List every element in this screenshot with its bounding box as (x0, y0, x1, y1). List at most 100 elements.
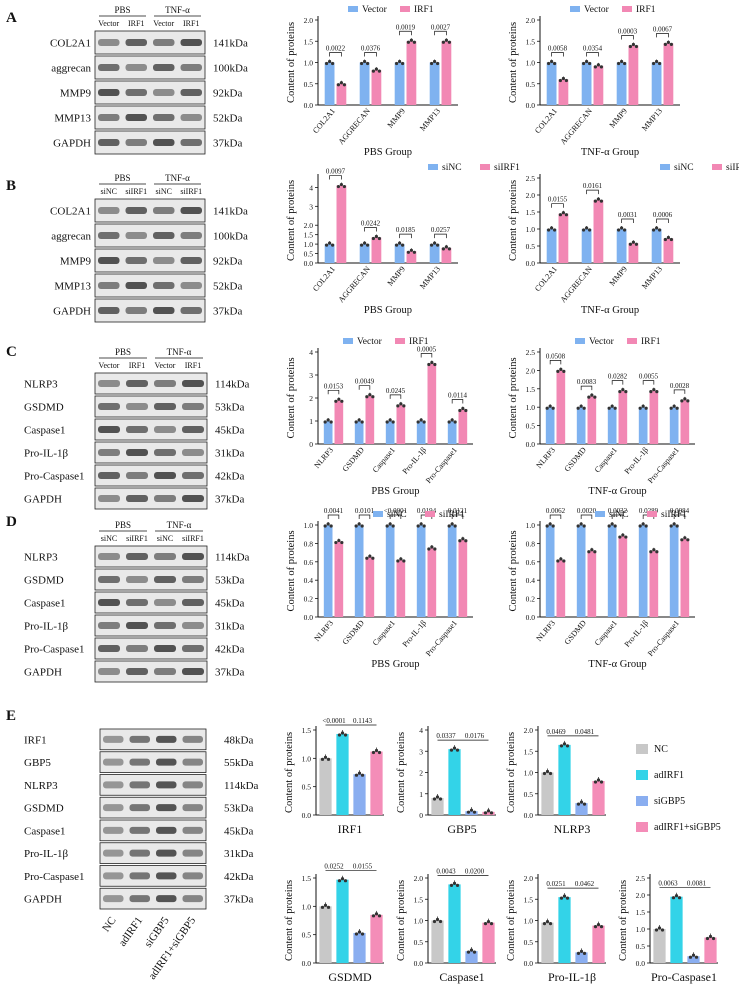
blot-band (154, 599, 176, 606)
data-point (453, 420, 457, 424)
blot-band (182, 735, 203, 743)
data-point (672, 522, 676, 526)
x-tick-label: GSDMD (341, 618, 367, 646)
data-point (638, 524, 642, 528)
bar-siIRF1 (628, 243, 639, 263)
p-value: 0.0185 (396, 226, 416, 234)
legend-swatch (636, 796, 648, 806)
x-axis-label: IRF1 (338, 822, 363, 836)
blot-band (153, 139, 175, 146)
data-point (458, 408, 462, 413)
data-point (354, 420, 358, 424)
data-point (686, 538, 690, 542)
y-axis-label: Content of proteins (396, 880, 407, 961)
x-tick-label: MMP9 (608, 107, 629, 130)
bar-siNC (416, 525, 426, 617)
p-value: 0.0032 (608, 507, 628, 515)
blot-band (154, 668, 176, 675)
data-point (613, 524, 617, 528)
data-point (360, 61, 364, 66)
panel-letter-B: B (6, 178, 16, 194)
data-point (447, 524, 451, 528)
y-tick-label: 0.2 (304, 595, 314, 604)
p-value: 0.0200 (465, 867, 485, 875)
data-point (336, 184, 340, 189)
bar-siGBP5 (353, 932, 366, 963)
data-point (453, 524, 457, 528)
blot-band (98, 599, 120, 606)
panel-letter-C: C (6, 344, 17, 360)
blot-band (98, 622, 120, 629)
data-point (433, 241, 437, 245)
data-point (430, 243, 434, 247)
sig-bracket (656, 218, 669, 223)
bar-IRF1 (334, 400, 344, 444)
data-point (579, 522, 583, 526)
data-point (396, 404, 400, 408)
y-tick-label: 0.5 (302, 783, 312, 792)
bar-IRF1 (427, 363, 437, 444)
data-point (652, 228, 656, 232)
y-tick-label: 3 (309, 202, 313, 211)
data-point (365, 556, 369, 560)
blot-band (154, 576, 176, 583)
legend-label: siNC (442, 163, 462, 173)
data-point (363, 241, 367, 245)
y-axis-label: Content of proteins (286, 180, 297, 261)
blot-band (98, 449, 120, 456)
bar-siNC (616, 229, 627, 263)
sig-bracket (389, 514, 402, 519)
blot-band (182, 826, 203, 834)
y-axis-label: Content of proteins (508, 180, 519, 261)
data-point (680, 538, 684, 542)
data-point (551, 524, 555, 528)
data-point (617, 61, 621, 66)
band-kda: 42kDa (224, 871, 253, 883)
data-point (436, 243, 440, 247)
data-point (652, 548, 656, 552)
data-point (320, 905, 325, 909)
data-point (655, 226, 659, 230)
data-point (641, 404, 645, 408)
blot-band (98, 495, 120, 502)
blot-band (156, 895, 177, 903)
legend-label: siIRF1 (439, 510, 465, 520)
band-kda: 55kDa (224, 757, 253, 769)
bar-IRF1 (441, 41, 452, 105)
y-axis-label: Content of proteins (284, 732, 295, 813)
data-point (641, 522, 645, 526)
data-point (576, 951, 581, 955)
x-axis-label: NLRP3 (554, 822, 591, 836)
blot-band (103, 826, 124, 834)
x-tick-label: MMP9 (386, 107, 407, 130)
band-name: aggrecan (51, 63, 91, 75)
sig-bracket (329, 52, 342, 57)
data-point (447, 40, 451, 44)
data-point (631, 42, 636, 47)
legend-label: siIRF1 (661, 510, 687, 520)
blot-band (154, 495, 176, 502)
data-point (409, 38, 413, 42)
lane-label: adIRF1 (116, 915, 145, 949)
blot-strip (94, 441, 208, 464)
bar-adIRF1 (448, 749, 461, 815)
blot-band (103, 895, 124, 903)
blot-strip (94, 198, 206, 223)
data-point (691, 953, 696, 957)
y-axis-label: Content of proteins (506, 880, 517, 961)
data-point (435, 917, 440, 922)
blot-band (156, 826, 177, 834)
bar-adIRF1 (670, 896, 683, 963)
blot-band (153, 207, 175, 214)
bar-Vector (576, 407, 586, 444)
data-point (377, 750, 382, 755)
sig-bracket (420, 353, 433, 358)
data-point (371, 69, 375, 73)
blot-strip (94, 105, 206, 130)
blot-band (126, 403, 148, 410)
p-value: 0.0469 (546, 728, 566, 736)
y-tick-label: 0.0 (302, 959, 312, 968)
data-point (628, 242, 633, 246)
y-tick-label: 1.5 (524, 747, 534, 756)
blot-band (125, 114, 147, 121)
